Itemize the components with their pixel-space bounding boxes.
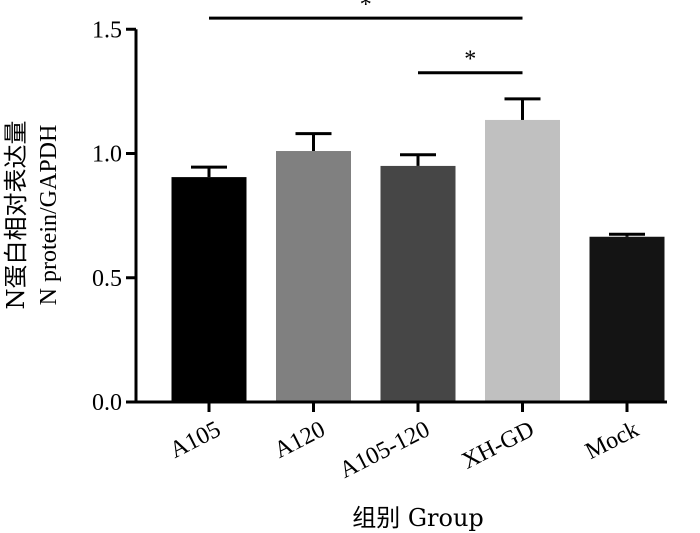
bars-group — [171, 119, 665, 402]
bar-xh-gd — [485, 119, 560, 402]
bar-a105 — [171, 177, 247, 402]
x-tick-label-a105: A105 — [166, 416, 225, 463]
significance-star: * — [464, 47, 476, 73]
y-tick-label: 1.5 — [92, 17, 122, 43]
x-tick-label-mock: Mock — [581, 416, 643, 465]
y-axis-label-chinese: N蛋白相对表达量 — [2, 121, 30, 310]
bar-a105-120 — [380, 165, 456, 402]
y-axis-label-english: N protein/GAPDH — [36, 125, 62, 306]
significance-group: ** — [209, 0, 523, 75]
bar-mock — [589, 236, 665, 402]
x-tick-label-xh-gd: XH-GD — [458, 416, 539, 474]
y-tick-label: 0.0 — [92, 390, 122, 416]
significance-star: * — [360, 0, 372, 18]
error-bars-group — [191, 97, 645, 237]
x-tick-label-a120: A120 — [270, 416, 329, 463]
y-tick-label: 0.5 — [92, 266, 122, 292]
x-tick-label-a105-120: A105-120 — [335, 416, 434, 483]
x-axis-label: 组别 Group — [352, 504, 484, 532]
bar-a120 — [276, 151, 351, 402]
y-tick-label: 1.0 — [92, 142, 122, 168]
